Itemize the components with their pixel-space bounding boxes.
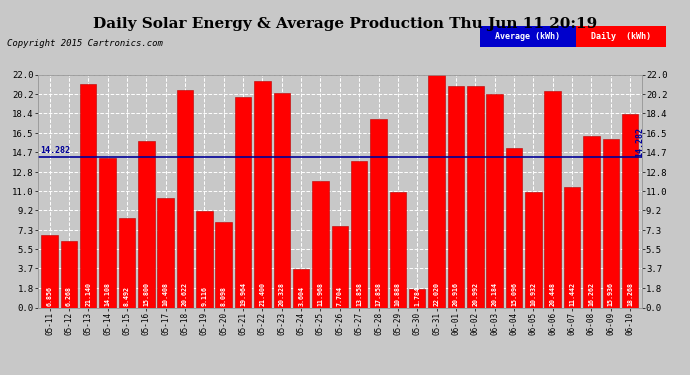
- Text: 16.262: 16.262: [589, 282, 594, 306]
- Text: Average (kWh): Average (kWh): [495, 32, 560, 41]
- Bar: [351, 161, 367, 308]
- Bar: [138, 141, 155, 308]
- Text: 21.140: 21.140: [86, 282, 91, 306]
- Bar: [448, 87, 464, 308]
- Text: 14.282: 14.282: [635, 127, 644, 157]
- Text: 15.800: 15.800: [144, 282, 149, 306]
- Bar: [41, 235, 58, 308]
- Text: 8.098: 8.098: [221, 286, 227, 306]
- Text: 7.704: 7.704: [337, 286, 343, 306]
- Bar: [428, 75, 445, 308]
- Bar: [544, 92, 561, 308]
- Text: 13.858: 13.858: [356, 282, 362, 306]
- Bar: [602, 139, 619, 308]
- Bar: [467, 86, 484, 308]
- Bar: [313, 181, 328, 308]
- Bar: [525, 192, 542, 308]
- Text: 10.932: 10.932: [531, 282, 536, 306]
- Bar: [99, 158, 116, 308]
- Bar: [80, 84, 97, 308]
- Text: 22.020: 22.020: [433, 282, 440, 306]
- Text: Copyright 2015 Cartronics.com: Copyright 2015 Cartronics.com: [7, 39, 163, 48]
- Bar: [215, 222, 232, 308]
- Bar: [254, 81, 270, 308]
- Text: 20.448: 20.448: [550, 282, 555, 306]
- Text: 14.108: 14.108: [105, 282, 110, 306]
- Text: 11.968: 11.968: [317, 282, 324, 306]
- Text: 19.964: 19.964: [240, 282, 246, 306]
- Bar: [177, 90, 193, 308]
- Bar: [196, 211, 213, 308]
- Text: 17.858: 17.858: [375, 282, 382, 306]
- Text: 6.268: 6.268: [66, 286, 72, 306]
- Bar: [235, 96, 251, 308]
- Bar: [409, 289, 426, 308]
- Text: 20.184: 20.184: [492, 282, 497, 306]
- Text: 20.622: 20.622: [182, 282, 188, 306]
- Text: 9.116: 9.116: [201, 286, 208, 306]
- Bar: [390, 192, 406, 308]
- Bar: [583, 136, 600, 308]
- Text: 15.936: 15.936: [608, 282, 613, 306]
- Text: 21.400: 21.400: [259, 282, 266, 306]
- Text: 6.856: 6.856: [46, 286, 52, 306]
- Text: 20.328: 20.328: [279, 282, 285, 306]
- Text: 8.492: 8.492: [124, 286, 130, 306]
- Text: 10.408: 10.408: [163, 282, 168, 306]
- Text: 14.282: 14.282: [40, 146, 70, 155]
- Text: 1.784: 1.784: [414, 286, 420, 306]
- Bar: [273, 93, 290, 308]
- Bar: [332, 226, 348, 308]
- Text: Daily Solar Energy & Average Production Thu Jun 11 20:19: Daily Solar Energy & Average Production …: [93, 17, 597, 31]
- Bar: [61, 241, 77, 308]
- Text: 18.268: 18.268: [627, 282, 633, 306]
- Bar: [506, 148, 522, 308]
- Text: 15.096: 15.096: [511, 282, 517, 306]
- Text: 20.992: 20.992: [472, 282, 478, 306]
- Bar: [157, 198, 174, 308]
- Bar: [622, 114, 638, 308]
- Text: Daily  (kWh): Daily (kWh): [591, 32, 651, 41]
- Text: 10.888: 10.888: [395, 282, 401, 306]
- Bar: [293, 269, 309, 308]
- Bar: [371, 119, 387, 308]
- Text: 11.442: 11.442: [569, 282, 575, 306]
- Bar: [486, 94, 503, 308]
- Bar: [564, 187, 580, 308]
- Text: 20.916: 20.916: [453, 282, 459, 306]
- Bar: [119, 218, 135, 308]
- Text: 3.604: 3.604: [298, 286, 304, 306]
